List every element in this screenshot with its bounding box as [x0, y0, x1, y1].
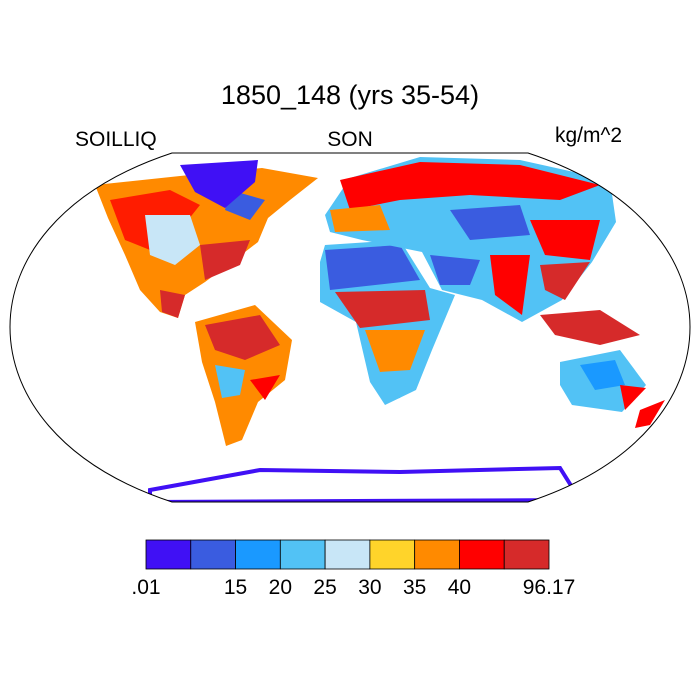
- colorbar-label: 30: [358, 576, 382, 599]
- colorbar-label: 20: [268, 576, 293, 599]
- plot-title: 1850_148 (yrs 35-54): [220, 80, 480, 110]
- colorbar-box: [369, 539, 416, 570]
- colorbar-label: 25: [313, 576, 337, 599]
- colorbar-box: [503, 539, 550, 570]
- colorbar-label: 96.17: [522, 576, 576, 599]
- variable-name: SOILLIQ: [75, 128, 157, 151]
- greenland: [180, 160, 258, 208]
- colorbar-box: [145, 539, 192, 570]
- colorbar-box: [190, 539, 236, 570]
- colorbar-label: 35: [402, 576, 427, 599]
- colorbar-label: .01: [131, 576, 161, 599]
- map-border: [9, 152, 691, 503]
- colorbar-label: 40: [447, 576, 472, 599]
- colorbar-label: 15: [223, 576, 248, 599]
- colorbar-box: [324, 539, 371, 570]
- units-label: kg/m^2: [555, 124, 623, 147]
- season-label: SON: [327, 128, 373, 151]
- colorbar: [145, 539, 550, 570]
- colorbar-box: [279, 539, 326, 570]
- antarctica: [148, 465, 584, 502]
- maritime-asia: [540, 310, 640, 345]
- colorbar-box: [414, 539, 460, 570]
- colorbar-box: [459, 539, 505, 570]
- colorbar-box: [235, 539, 281, 570]
